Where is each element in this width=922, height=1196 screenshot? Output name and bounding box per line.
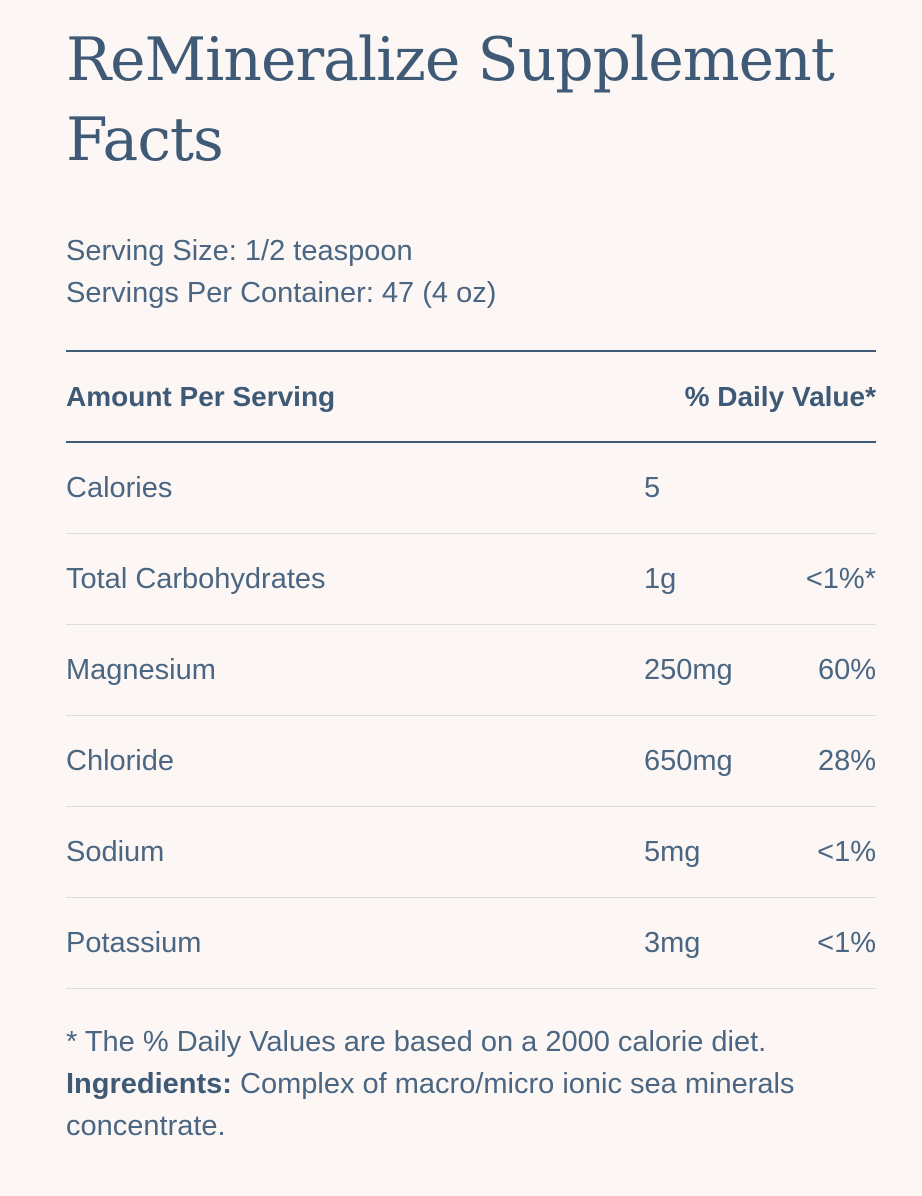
nutrient-amount: 250mg [644, 653, 733, 686]
nutrition-table: Amount Per Serving % Daily Value* Calori… [66, 350, 876, 989]
nutrient-name: Calories [66, 471, 173, 504]
serving-info: Serving Size: 1/2 teaspoon Servings Per … [66, 230, 876, 314]
nutrient-daily-value: 60% [817, 653, 876, 686]
ingredients-label: Ingredients: [66, 1068, 232, 1100]
nutrient-daily-value: <1% [817, 835, 876, 868]
table-row: Magnesium 250mg 60% [66, 625, 876, 716]
nutrient-amount: 650mg [644, 744, 733, 777]
supplement-facts-panel: ReMineralize Supplement Facts Serving Si… [66, 0, 876, 1147]
nutrient-name: Potassium [66, 926, 202, 959]
table-row: Potassium 3mg <1% [66, 898, 876, 989]
nutrient-amount: 3mg [644, 926, 701, 959]
ingredients: Ingredients: Complex of macro/micro ioni… [66, 1063, 876, 1147]
ingredients-text: Complex of macro/micro ionic sea mineral… [66, 1068, 795, 1142]
table-row: Calories 5 [66, 443, 876, 534]
table-row: Total Carbohydrates 1g <1%* [66, 534, 876, 625]
nutrient-name: Magnesium [66, 653, 216, 686]
nutrient-name: Chloride [66, 744, 174, 777]
footnote: * The % Daily Values are based on a 2000… [66, 1021, 876, 1147]
nutrient-name: Total Carbohydrates [66, 562, 326, 595]
servings-per-container: Servings Per Container: 47 (4 oz) [66, 277, 497, 309]
page-title: ReMineralize Supplement Facts [66, 25, 835, 175]
nutrient-daily-value: <1% [817, 926, 876, 959]
nutrient-amount: 5 [644, 471, 661, 504]
table-row: Chloride 650mg 28% [66, 716, 876, 807]
header-daily-value: % Daily Value* [684, 380, 876, 412]
nutrient-amount: 5mg [644, 835, 701, 868]
nutrient-name: Sodium [66, 835, 165, 868]
daily-value-note: * The % Daily Values are based on a 2000… [66, 1026, 767, 1058]
header-amount-per-serving: Amount Per Serving [66, 380, 336, 412]
nutrient-amount: 1g [644, 562, 677, 595]
table-row: Sodium 5mg <1% [66, 807, 876, 898]
table-header: Amount Per Serving % Daily Value* [66, 352, 876, 443]
nutrient-daily-value: <1%* [805, 562, 876, 595]
serving-size: Serving Size: 1/2 teaspoon [66, 235, 413, 267]
nutrient-daily-value: 28% [817, 744, 876, 777]
